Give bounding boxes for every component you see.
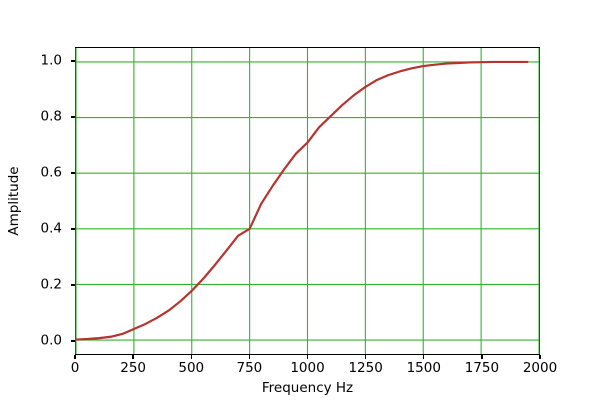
x-tick-label: 1500: [406, 360, 441, 376]
gridlines: [75, 48, 540, 354]
y-tick-label: 0.6: [40, 164, 62, 181]
x-tick-label: 1750: [464, 360, 500, 376]
y-tick-mark: [71, 284, 75, 286]
y-tick-label: 0.2: [40, 276, 62, 293]
y-axis-label: Amplitude: [6, 166, 22, 236]
y-tick-label: 0.8: [40, 108, 62, 125]
x-tick-mark: [190, 355, 192, 359]
x-tick-mark: [74, 355, 76, 359]
y-tick-mark: [71, 228, 75, 230]
x-tick-label: 1250: [348, 360, 383, 376]
y-tick-mark: [71, 172, 75, 174]
y-tick-mark: [71, 340, 75, 342]
data-curve-layer: [74, 60, 529, 341]
y-tick-mark: [71, 116, 75, 118]
x-tick-mark: [132, 355, 134, 359]
x-tick-mark: [248, 355, 251, 359]
x-tick-label: 1000: [290, 360, 325, 376]
y-tick-label: 0.4: [40, 220, 62, 237]
y-tick-label: 0.0: [40, 332, 62, 349]
x-tick-mark: [364, 355, 367, 359]
line-amplitude-response: [74, 60, 529, 341]
x-tick-label: 750: [236, 360, 263, 376]
x-tick-mark: [539, 355, 541, 359]
plot-area: [74, 47, 540, 355]
x-tick-label: 250: [120, 360, 147, 376]
x-tick-label: 500: [178, 360, 205, 376]
x-tick-mark: [306, 355, 309, 359]
x-tick-label: 2000: [522, 360, 558, 376]
y-tick-label: 1.0: [40, 52, 62, 69]
x-tick-label: 0: [70, 360, 80, 376]
x-tick-mark: [423, 355, 425, 359]
x-axis-label: Frequency Hz: [261, 380, 354, 396]
y-tick-mark: [71, 60, 75, 62]
x-tick-mark: [481, 355, 483, 359]
